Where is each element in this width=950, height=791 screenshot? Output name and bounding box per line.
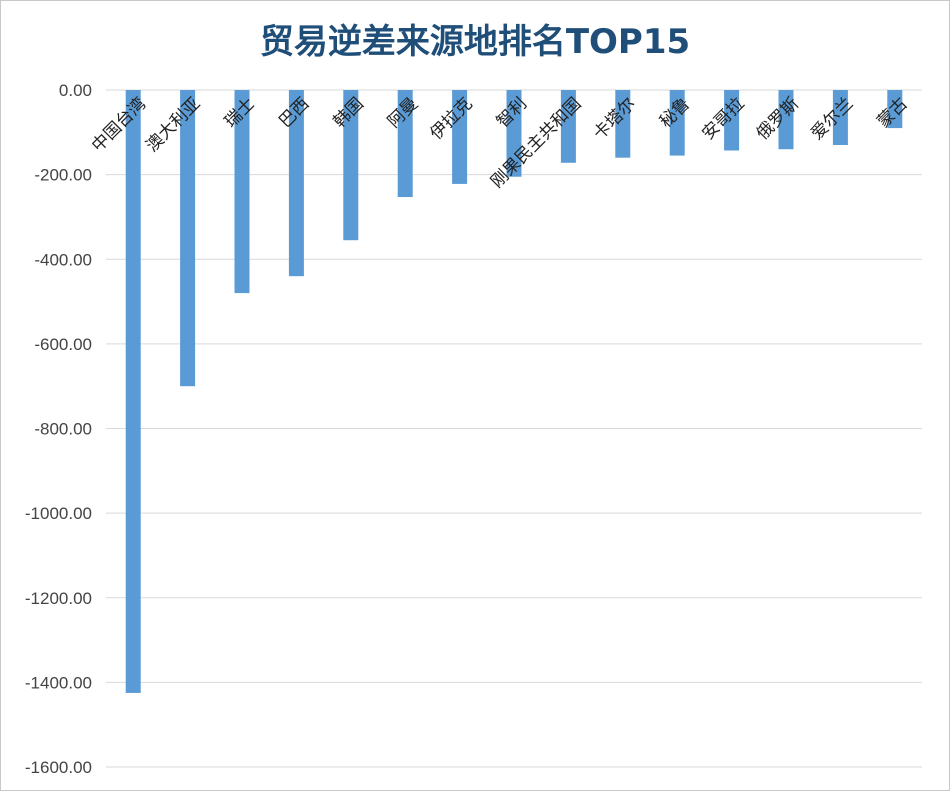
y-tick-label: -1000.00 (25, 504, 92, 523)
y-tick-label: -200.00 (34, 166, 92, 185)
bar (288, 90, 304, 277)
category-label: 瑞士 (221, 94, 259, 132)
bar (560, 90, 576, 163)
category-label: 智利 (493, 94, 531, 132)
category-label: 伊拉克 (426, 94, 476, 144)
category-label: 安哥拉 (698, 94, 748, 144)
bar (125, 90, 141, 693)
category-label: 中国台湾 (88, 94, 150, 156)
y-tick-label: -1600.00 (25, 758, 92, 777)
bar (669, 90, 685, 156)
chart-title: 贸易逆差来源地排名TOP15 (259, 22, 691, 62)
category-label: 爱尔兰 (807, 94, 857, 144)
bar (778, 90, 794, 150)
bar (615, 90, 631, 158)
y-tick-label: -400.00 (34, 250, 92, 269)
category-label: 蒙古 (874, 94, 912, 132)
bar (832, 90, 848, 146)
bar (887, 90, 903, 129)
bar (343, 90, 359, 241)
category-label: 澳大利亚 (142, 94, 204, 156)
bar (724, 90, 740, 151)
y-tick-label: -600.00 (34, 335, 92, 354)
bar (397, 90, 413, 198)
bar (180, 90, 196, 387)
category-label: 阿曼 (384, 94, 422, 132)
category-label: 俄罗斯 (753, 94, 803, 144)
bar (506, 90, 522, 177)
bar (452, 90, 468, 184)
y-tick-label: 0.00 (59, 81, 92, 100)
category-label: 秘鲁 (656, 94, 694, 132)
bar (234, 90, 250, 294)
y-tick-label: -1200.00 (25, 589, 92, 608)
y-tick-label: -800.00 (34, 420, 92, 439)
category-label: 韩国 (330, 94, 368, 132)
category-label: 卡塔尔 (590, 94, 640, 144)
category-label: 巴西 (275, 94, 313, 132)
y-tick-label: -1400.00 (25, 673, 92, 692)
